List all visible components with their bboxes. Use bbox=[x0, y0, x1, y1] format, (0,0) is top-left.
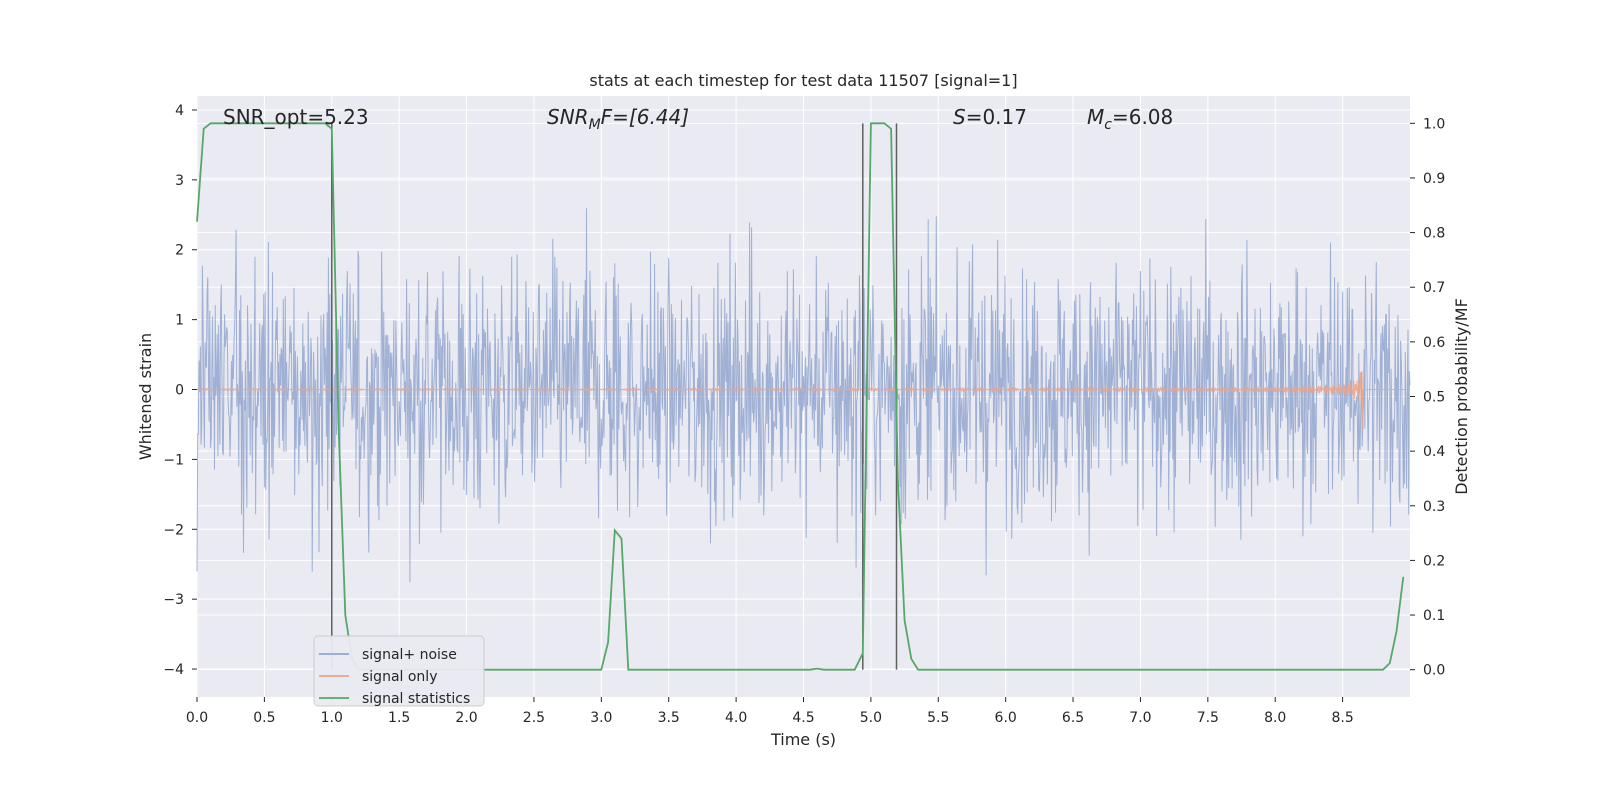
y-right-tick-label: 0.0 bbox=[1423, 663, 1445, 679]
series-signal-plus-noise bbox=[196, 208, 1411, 583]
y-right-tick-label: 0.6 bbox=[1423, 335, 1445, 351]
y-right-tick-label: 0.3 bbox=[1423, 499, 1445, 515]
y-right-tick-label: 0.7 bbox=[1423, 280, 1445, 296]
y-tick-label: −4 bbox=[163, 662, 184, 678]
x-tick-label: 5.5 bbox=[927, 710, 949, 726]
series-signal-only bbox=[196, 370, 1410, 431]
y-right-tick-label: 1.0 bbox=[1423, 116, 1445, 132]
annotation-mc-symbol: M bbox=[1087, 105, 1104, 129]
x-tick-label: 8.0 bbox=[1264, 710, 1286, 726]
x-tick-label: 6.0 bbox=[995, 710, 1017, 726]
y-tick-label: −3 bbox=[163, 592, 184, 608]
x-tick-label: 7.5 bbox=[1197, 710, 1219, 726]
legend-box bbox=[313, 635, 485, 707]
y-right-tick-label: 0.9 bbox=[1423, 171, 1445, 187]
y-right-axis-label: Detection probability/MF bbox=[1452, 298, 1471, 495]
x-tick-label: 4.0 bbox=[725, 710, 747, 726]
y-right-axis-ticks: 0.0 0.1 0.2 0.3 0.4 0.5 0.6 0.7 0.8 0.9 1.0 bbox=[1410, 116, 1445, 679]
x-tick-label: 0.5 bbox=[253, 710, 275, 726]
x-axis-ticks: 0.0 0.5 1.0 1.5 2.0 2.5 3.0 3.5 4.0 4.5 5.0 5.5 6.0 6… bbox=[186, 697, 1354, 726]
annotation-s: S=0.17 bbox=[953, 105, 1027, 129]
y-right-tick-label: 0.2 bbox=[1423, 553, 1445, 569]
y-tick-label: −2 bbox=[163, 522, 184, 538]
annotation-snr-mf-subscript: M bbox=[589, 117, 601, 133]
annotation-mc: Mc=6.08 bbox=[1087, 105, 1173, 133]
y-tick-label: 3 bbox=[175, 173, 184, 189]
x-tick-label: 8.5 bbox=[1331, 710, 1353, 726]
legend-label-signal-plus-noise: signal+ noise bbox=[362, 647, 457, 663]
x-axis-label: Time (s) bbox=[770, 730, 836, 749]
legend: signal+ noise signal only signal statist… bbox=[313, 635, 485, 707]
x-tick-label: 2.5 bbox=[523, 710, 545, 726]
y-right-tick-label: 0.4 bbox=[1423, 444, 1445, 460]
x-tick-label: 4.5 bbox=[792, 710, 814, 726]
annotation-snr-opt: SNR_opt=5.23 bbox=[223, 105, 369, 129]
x-tick-label: 5.0 bbox=[860, 710, 882, 726]
statistics-trace bbox=[196, 122, 1405, 671]
y-axis-ticks: −4 −3 −2 −1 0 1 2 3 4 bbox=[163, 103, 197, 678]
annotation-snr-mf-symbol: SNR bbox=[547, 105, 589, 129]
y-tick-label: −1 bbox=[163, 452, 184, 468]
x-tick-label: 3.0 bbox=[590, 710, 612, 726]
annotation-snr-mf-value: F=[6.44] bbox=[601, 105, 689, 129]
y-right-tick-label: 0.5 bbox=[1423, 390, 1445, 406]
chart-title: stats at each timestep for test data 115… bbox=[589, 71, 1017, 90]
annotation-mc-value: =6.08 bbox=[1112, 105, 1173, 129]
y-right-tick-label: 0.8 bbox=[1423, 226, 1445, 242]
y-right-tick-label: 0.1 bbox=[1423, 608, 1445, 624]
x-tick-label: 2.0 bbox=[455, 710, 477, 726]
annotation-snr-mf: SNRMF=[6.44] bbox=[547, 105, 689, 133]
y-axis-label: Whitened strain bbox=[136, 333, 155, 460]
annotation-s-value: =0.17 bbox=[966, 105, 1027, 129]
y-tick-label: 4 bbox=[175, 103, 184, 119]
chirp-trace bbox=[196, 370, 1410, 431]
x-tick-label: 3.5 bbox=[658, 710, 680, 726]
y-tick-label: 1 bbox=[175, 313, 184, 329]
y-tick-label: 0 bbox=[175, 383, 184, 399]
x-tick-label: 1.0 bbox=[321, 710, 343, 726]
y-tick-label: 2 bbox=[175, 243, 184, 259]
x-tick-label: 1.5 bbox=[388, 710, 410, 726]
legend-label-signal-statistics: signal statistics bbox=[362, 691, 470, 707]
series-signal-statistics bbox=[196, 122, 1405, 671]
x-tick-label: 7.0 bbox=[1129, 710, 1151, 726]
x-tick-label: 6.5 bbox=[1062, 710, 1084, 726]
annotation-mc-subscript: c bbox=[1104, 117, 1112, 133]
x-tick-label: 0.0 bbox=[186, 710, 208, 726]
legend-label-signal-only: signal only bbox=[362, 669, 437, 685]
noise-trace bbox=[196, 208, 1411, 583]
annotation-s-symbol: S bbox=[953, 105, 966, 129]
